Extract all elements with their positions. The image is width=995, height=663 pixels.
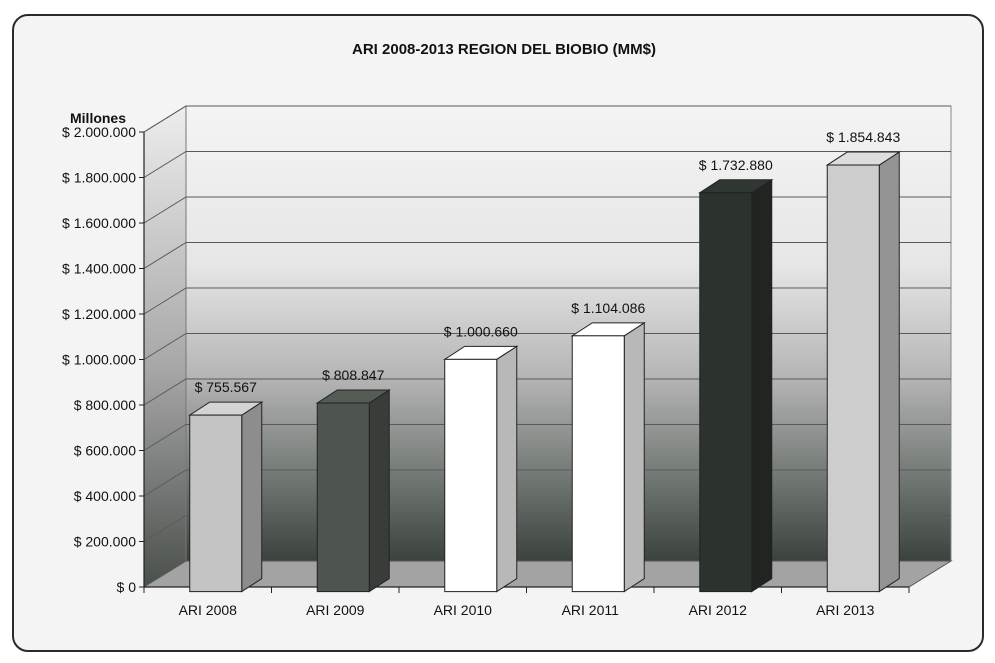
bar-side: [241, 401, 263, 593]
bar-side: [496, 345, 518, 593]
y-axis-unit-label: Millones: [70, 110, 126, 126]
gridlines: [143, 105, 951, 542]
bars: [188, 151, 901, 593]
x-tick-label: ARI 2013: [816, 602, 875, 618]
y-tick-label: $ 1.400.000: [62, 261, 136, 277]
data-labels: $ 755.567 $ 808.847 $ 1.000.660 $ 1.104.086…: [195, 129, 901, 395]
chart-title: ARI 2008-2013 REGION DEL BIOBIO (MM$): [352, 41, 656, 58]
y-tick-label: $ 0: [117, 579, 137, 595]
gridline: [143, 105, 951, 133]
bar: [698, 178, 774, 593]
gridline: [143, 151, 951, 178]
bar: [315, 389, 391, 593]
x-tick-label: ARI 2009: [306, 602, 365, 618]
bar-front: [826, 164, 880, 593]
y-axis-ticks: $ 0 $ 200.000 $ 400.000 $ 600.000 $ 800.000 $…: [62, 124, 144, 595]
bar-front: [699, 192, 753, 593]
x-tick-label: ARI 2012: [689, 602, 748, 618]
bar-front: [316, 402, 370, 593]
bar-front: [571, 335, 625, 593]
bar: [443, 345, 519, 593]
gridline: [143, 469, 951, 497]
bar-side: [623, 321, 645, 593]
bar-front: [189, 414, 243, 593]
bar: [825, 151, 901, 593]
data-label: $ 1.000.660: [444, 323, 518, 339]
y-tick-label: $ 1.000.000: [62, 352, 136, 368]
x-tick-label: ARI 2008: [179, 602, 238, 618]
gridline: [143, 378, 951, 406]
bar-side: [368, 389, 390, 593]
chart-frame: ARI 2008-2013 REGION DEL BIOBIO (MM$) Mi…: [12, 14, 984, 652]
y-tick-label: $ 600.000: [74, 443, 136, 459]
data-label: $ 1.854.843: [826, 129, 900, 145]
bar-chart: ARI 2008-2013 REGION DEL BIOBIO (MM$) Mi…: [62, 41, 953, 618]
data-label: $ 1.104.086: [571, 300, 645, 316]
data-label: $ 755.567: [195, 379, 257, 395]
y-tick-label: $ 2.000.000: [62, 124, 136, 140]
gridline: [143, 287, 951, 315]
y-tick-label: $ 1.600.000: [62, 215, 136, 231]
y-tick-label: $ 200.000: [74, 534, 136, 550]
gridline: [143, 333, 951, 360]
bar-side: [878, 151, 900, 593]
y-tick-label: $ 1.800.000: [62, 170, 136, 186]
data-label: $ 808.847: [322, 367, 384, 383]
x-tick-label: ARI 2011: [562, 602, 620, 618]
data-label: $ 1.732.880: [699, 157, 773, 173]
gridline: [143, 424, 951, 451]
bar-side: [751, 178, 773, 593]
y-tick-label: $ 400.000: [74, 488, 136, 504]
gridline: [143, 242, 951, 269]
y-tick-label: $ 800.000: [74, 397, 136, 413]
gridline: [143, 196, 951, 224]
x-tick-label: ARI 2010: [434, 602, 493, 618]
y-tick-label: $ 1.200.000: [62, 306, 136, 322]
gridline: [143, 515, 951, 542]
bar-front: [444, 358, 498, 593]
bar: [188, 401, 264, 593]
x-axis-ticks: ARI 2008 ARI 2009 ARI 2010 ARI 2011 ARI 2012…: [143, 587, 910, 618]
bar: [570, 321, 646, 593]
